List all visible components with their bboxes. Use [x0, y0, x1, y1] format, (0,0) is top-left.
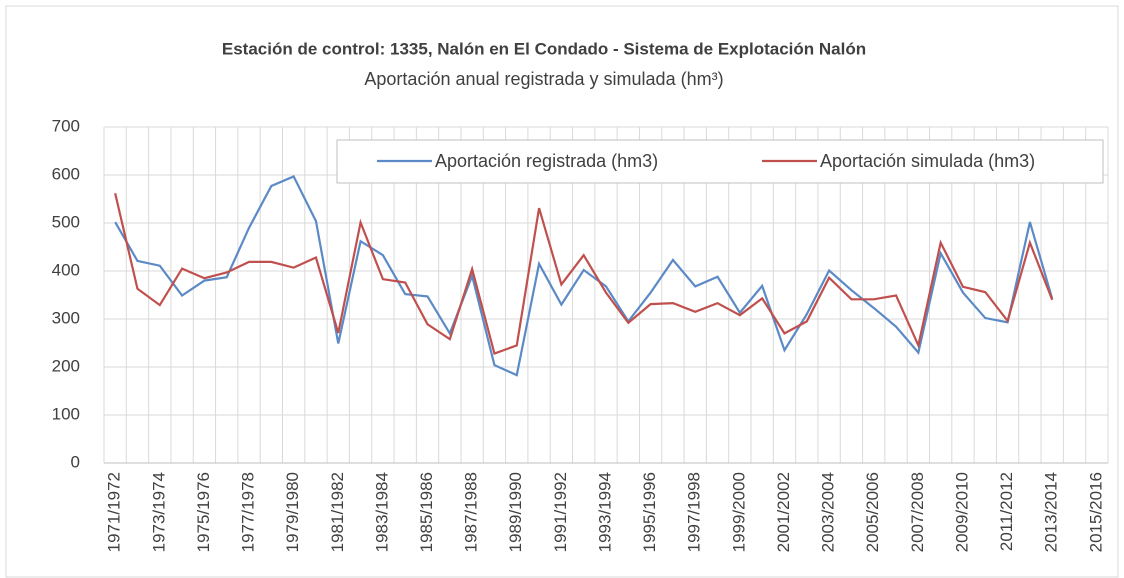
x-tick-label: 1999/2000 — [729, 472, 748, 552]
y-tick-label: 300 — [52, 308, 80, 327]
x-tick-label: 1971/1972 — [105, 472, 124, 552]
x-tick-label: 1977/1978 — [239, 472, 258, 552]
x-tick-label: 1985/1986 — [417, 472, 436, 552]
legend-label: Aportación registrada (hm3) — [435, 151, 658, 171]
legend-label: Aportación simulada (hm3) — [820, 151, 1035, 171]
y-tick-label: 200 — [52, 356, 80, 375]
x-tick-label: 1973/1974 — [149, 472, 168, 552]
x-tick-label: 2009/2010 — [952, 472, 971, 552]
x-tick-label: 1997/1998 — [685, 472, 704, 552]
x-tick-label: 1987/1988 — [462, 472, 481, 552]
y-tick-label: 100 — [52, 404, 80, 423]
legend-box — [336, 139, 1104, 184]
y-tick-label: 0 — [71, 452, 80, 471]
x-tick-label: 1989/1990 — [506, 472, 525, 552]
x-tick-label: 2007/2008 — [908, 472, 927, 552]
x-tick-label: 2001/2002 — [774, 472, 793, 552]
x-tick-label: 2013/2014 — [1042, 472, 1061, 552]
y-tick-label: 700 — [52, 116, 80, 135]
chart-title: Estación de control: 1335, Nalón en El C… — [222, 39, 866, 58]
x-tick-label: 1979/1980 — [283, 472, 302, 552]
x-tick-label: 2003/2004 — [819, 472, 838, 552]
x-tick-label: 1981/1982 — [328, 472, 347, 552]
x-tick-label: 1991/1992 — [551, 472, 570, 552]
y-tick-label: 500 — [52, 212, 80, 231]
series-line — [114, 192, 1054, 356]
x-tick-label: 2015/2016 — [1086, 472, 1105, 552]
x-tick-label: 1995/1996 — [640, 472, 659, 552]
x-tick-label: 2005/2006 — [863, 472, 882, 552]
y-tick-label: 400 — [52, 260, 80, 279]
y-tick-label: 600 — [52, 164, 80, 183]
x-tick-label: 1983/1984 — [372, 472, 391, 552]
series-line — [114, 175, 1054, 377]
x-tick-label: 1975/1976 — [194, 472, 213, 552]
x-tick-label: 2011/2012 — [997, 472, 1016, 551]
chart-subtitle: Aportación anual registrada y simulada (… — [364, 69, 723, 89]
x-tick-label: 1993/1994 — [595, 472, 614, 552]
